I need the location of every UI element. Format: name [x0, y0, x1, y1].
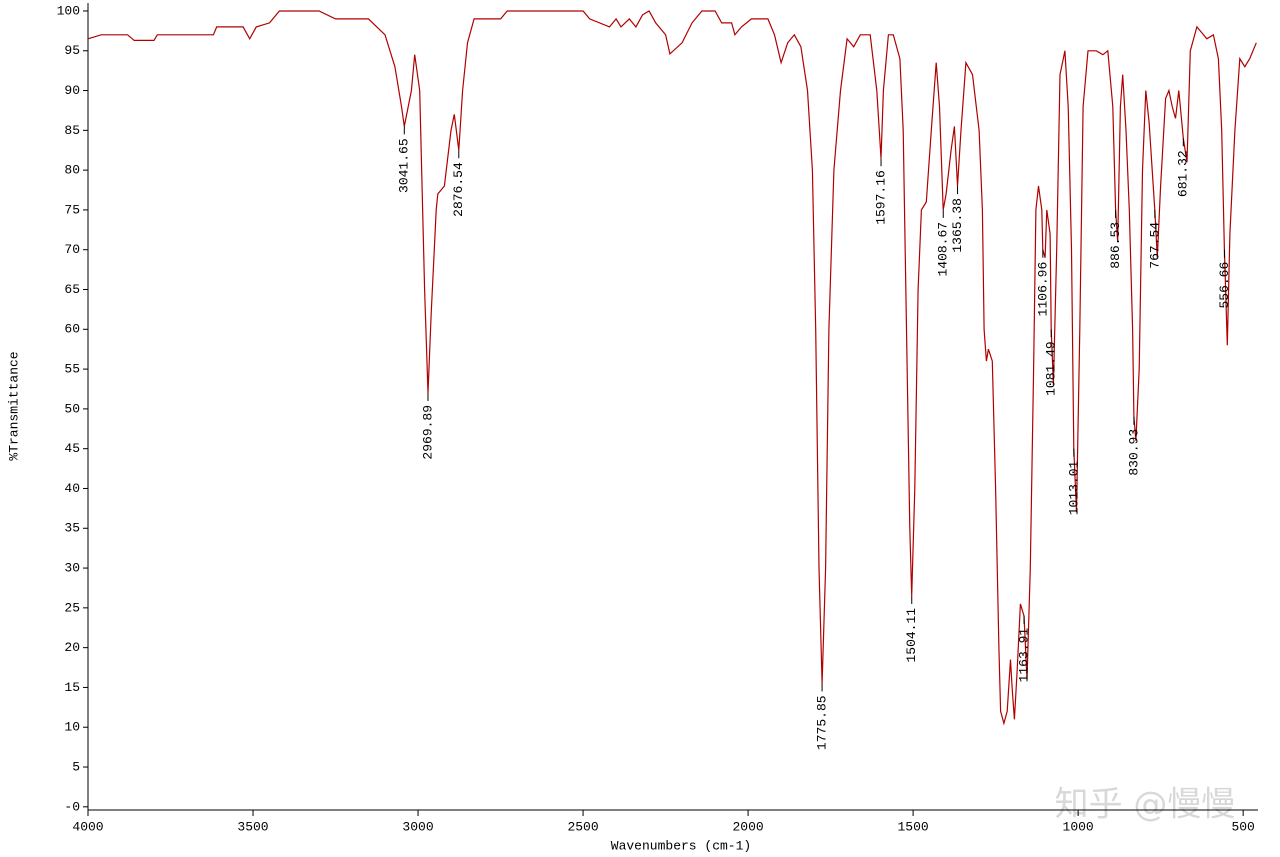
y-tick-label: 60: [64, 322, 80, 337]
x-tick-label: 2500: [567, 819, 598, 834]
x-tick-label: 500: [1231, 819, 1254, 834]
y-tick-label: -0: [64, 799, 80, 814]
y-tick-label: 85: [64, 123, 80, 138]
peak-label: 1365.38: [950, 198, 965, 253]
y-axis-label: %Transmittance: [6, 351, 21, 460]
y-tick-label: 45: [64, 441, 80, 456]
y-tick-label: 65: [64, 282, 80, 297]
spectrum-line: [87, 10, 1257, 726]
peak-label: 1597.16: [873, 170, 888, 225]
y-tick-label: 15: [64, 680, 80, 695]
x-tick-label: 2000: [732, 819, 763, 834]
y-tick-label: 25: [64, 600, 80, 615]
peak-label: 1163.91: [1016, 628, 1031, 683]
peak-label: 1408.67: [936, 222, 951, 277]
x-tick-label: 1500: [897, 819, 928, 834]
x-tick-label: 1000: [1063, 819, 1094, 834]
peak-label: 1013.01: [1066, 460, 1081, 515]
peak-label: 830.93: [1126, 429, 1141, 476]
watermark: 知乎 @慢慢: [1055, 785, 1236, 825]
y-tick-label: 5: [72, 759, 80, 774]
x-tick-label: 3500: [237, 819, 268, 834]
y-tick-label: 10: [64, 720, 80, 735]
peak-label: 1081.49: [1044, 341, 1059, 396]
peak-label: 1504.11: [904, 608, 919, 663]
peak-label: 556.66: [1217, 262, 1232, 309]
y-tick-label: 35: [64, 521, 80, 536]
peak-label: 886.53: [1108, 222, 1123, 269]
y-tick-label: 90: [64, 83, 80, 98]
peak-label: 3041.65: [397, 138, 412, 193]
y-tick-label: 40: [64, 481, 80, 496]
x-tick-label: 3000: [402, 819, 433, 834]
x-axis-label: Wavenumbers (cm-1): [611, 838, 751, 853]
y-tick-label: 70: [64, 242, 80, 257]
peak-label: 2876.54: [451, 162, 466, 217]
y-tick-label: 30: [64, 560, 80, 575]
x-tick-label: 4000: [72, 819, 103, 834]
y-tick-label: 75: [64, 202, 80, 217]
peak-label: 1106.96: [1035, 262, 1050, 317]
y-tick-label: 50: [64, 401, 80, 416]
peak-label: 681.32: [1176, 150, 1191, 197]
peak-label: 2969.89: [420, 405, 435, 460]
y-tick-label: 20: [64, 640, 80, 655]
peak-label: 1775.85: [815, 695, 830, 750]
peak-label: 767.54: [1147, 222, 1162, 269]
y-tick-label: 95: [64, 43, 80, 58]
y-tick-label: 80: [64, 163, 80, 178]
y-tick-label: 100: [57, 3, 80, 18]
y-tick-label: 55: [64, 362, 80, 377]
